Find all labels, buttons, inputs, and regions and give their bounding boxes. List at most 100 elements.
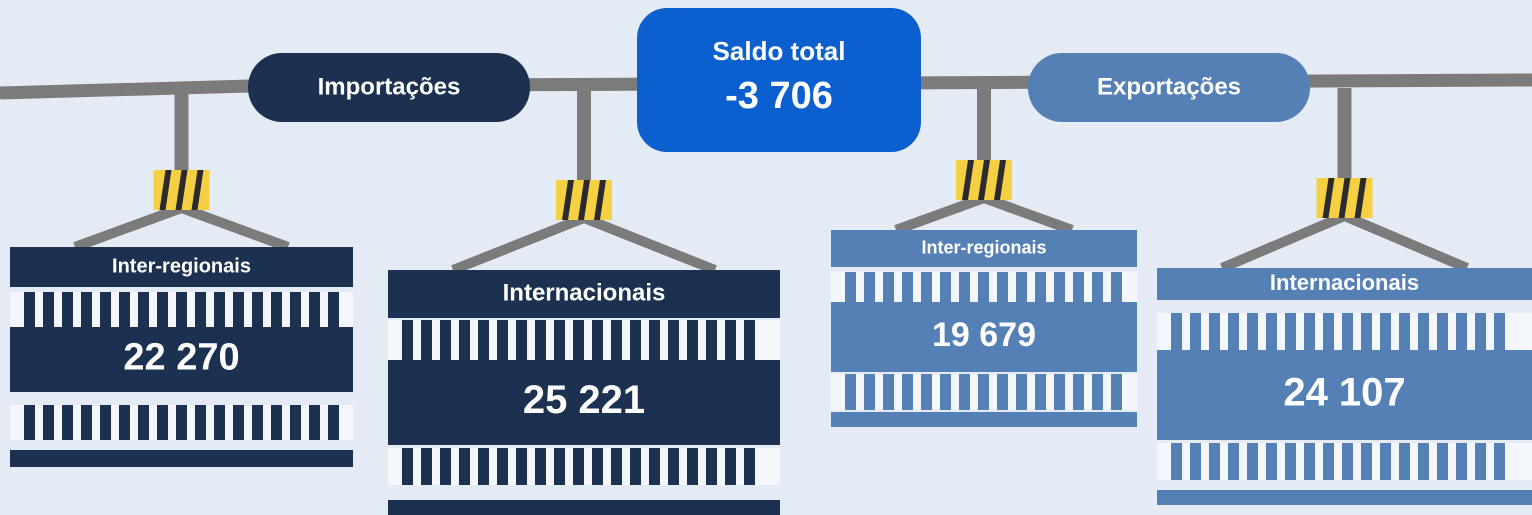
container-rib — [725, 320, 736, 360]
container-rib — [309, 292, 320, 327]
container-rib — [62, 405, 73, 440]
container-base — [10, 450, 353, 467]
container-rib — [668, 448, 679, 485]
container-rib — [459, 320, 470, 360]
container-rib — [611, 448, 622, 485]
container-rib — [845, 272, 856, 302]
container-rib — [214, 292, 225, 327]
container-rib — [997, 272, 1008, 302]
container-rib — [1209, 313, 1220, 350]
container-rib — [157, 292, 168, 327]
container-rib — [119, 292, 130, 327]
container-rib — [1092, 272, 1103, 302]
container-rib — [940, 374, 951, 410]
container-rib — [940, 272, 951, 302]
container-rib — [1266, 443, 1277, 480]
container-value: 24 107 — [1283, 371, 1405, 415]
hanger-rod — [1338, 88, 1352, 178]
container-rib — [592, 448, 603, 485]
container-rib — [1073, 272, 1084, 302]
container-rib — [195, 292, 206, 327]
container-rib — [100, 292, 111, 327]
container-rib — [1228, 443, 1239, 480]
container-rib — [883, 272, 894, 302]
container-rib — [1494, 313, 1505, 350]
container-rib — [138, 405, 149, 440]
hanger-rod — [175, 88, 189, 170]
container-rib — [1228, 313, 1239, 350]
container-rib — [157, 405, 168, 440]
container-base — [1157, 490, 1532, 505]
container-rib — [554, 448, 565, 485]
container-rib — [864, 272, 875, 302]
container-rib — [516, 320, 527, 360]
container-rib — [959, 272, 970, 302]
container-rib — [233, 292, 244, 327]
container-rib — [1111, 374, 1122, 410]
container-rib — [1304, 443, 1315, 480]
container-rib — [573, 448, 584, 485]
container-rib — [271, 292, 282, 327]
container-rib — [845, 374, 856, 410]
container-rib — [1054, 272, 1065, 302]
container-rib — [997, 374, 1008, 410]
container-label: Inter-regionais — [921, 237, 1046, 257]
page: Importações Exportações Saldo total -3 7… — [0, 0, 1532, 515]
container-rib — [328, 292, 339, 327]
container-rib — [1380, 443, 1391, 480]
container-rib — [959, 374, 970, 410]
container-rib — [328, 405, 339, 440]
container-rib — [252, 405, 263, 440]
container-rib — [592, 320, 603, 360]
container-value: 19 679 — [932, 316, 1036, 354]
container-rib — [402, 448, 413, 485]
container-value: 22 270 — [123, 337, 239, 379]
container-base — [831, 412, 1137, 427]
container-rib — [535, 448, 546, 485]
container-rib — [1285, 313, 1296, 350]
container-rib — [1247, 443, 1258, 480]
container-rib — [1475, 313, 1486, 350]
container-rib — [1304, 313, 1315, 350]
container-rib — [497, 320, 508, 360]
container-rib — [687, 448, 698, 485]
container-rib — [1342, 313, 1353, 350]
container-rib — [497, 448, 508, 485]
container-rib — [1361, 313, 1372, 350]
container-rib — [1247, 313, 1258, 350]
container-rib — [1190, 313, 1201, 350]
container-rib — [1323, 443, 1334, 480]
container-rib — [24, 292, 35, 327]
container-rib — [706, 320, 717, 360]
container-rib — [706, 448, 717, 485]
container-rib — [1418, 443, 1429, 480]
container-rib — [214, 405, 225, 440]
container-rib — [1171, 313, 1182, 350]
container-rib — [1380, 313, 1391, 350]
container-rib — [138, 292, 149, 327]
container-rib — [1437, 313, 1448, 350]
balance-label: Saldo total — [713, 36, 846, 66]
container-rib — [309, 405, 320, 440]
container-rib — [1171, 443, 1182, 480]
container-label: Internacionais — [503, 279, 666, 306]
container-rib — [1073, 374, 1084, 410]
container-rib — [864, 374, 875, 410]
container-base — [388, 500, 780, 515]
container-rib — [1399, 443, 1410, 480]
container-rib — [1437, 443, 1448, 480]
container-rib — [649, 320, 660, 360]
container-rib — [687, 320, 698, 360]
balance-value: -3 706 — [725, 75, 833, 117]
container-rib — [883, 374, 894, 410]
container-rib — [1456, 313, 1467, 350]
container-rib — [1418, 313, 1429, 350]
container-rib — [1092, 374, 1103, 410]
infographic: Importações Exportações Saldo total -3 7… — [0, 0, 1532, 515]
container-rib — [459, 448, 470, 485]
container-rib — [1190, 443, 1201, 480]
container-rib — [921, 374, 932, 410]
container-rib — [478, 448, 489, 485]
container-rib — [62, 292, 73, 327]
container-rib — [978, 272, 989, 302]
